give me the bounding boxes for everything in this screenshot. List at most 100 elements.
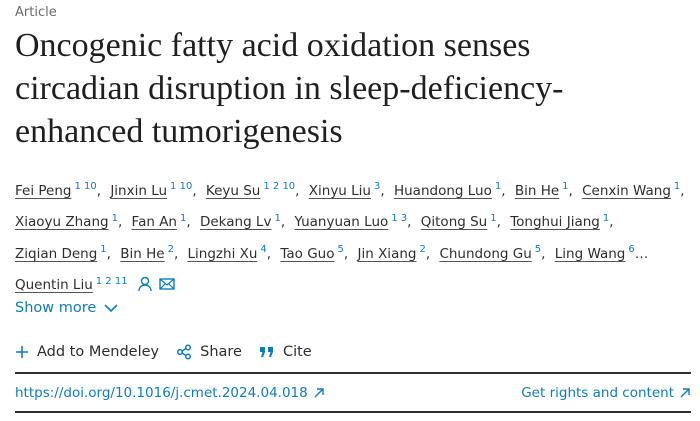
author: Jin Xiang 2, — [357, 244, 435, 262]
rights-text: Get rights and content — [521, 385, 674, 401]
separator: , — [295, 182, 300, 199]
author: Fei Peng 1 10, — [15, 181, 106, 199]
author-name[interactable]: Ziqian Deng — [15, 245, 98, 262]
cite[interactable]: Cite — [259, 344, 312, 360]
affiliation: 1 3 — [391, 212, 408, 224]
author-name[interactable]: Jin Xiang — [357, 245, 417, 262]
separator: , — [496, 214, 501, 230]
authors: Fei Peng 1 10, Jinxin Lu 1 10, Keyu Su 1 2 … — [15, 173, 695, 299]
author-name[interactable]: Xiaoyu Zhang — [15, 214, 109, 230]
action-text: Add to Mendeley — [37, 344, 160, 360]
author-name[interactable]: Keyu Su — [205, 182, 261, 199]
author: Lingzhi Xu 4, — [187, 244, 277, 262]
author-name[interactable]: Dekang Lv — [199, 214, 272, 230]
separator: , — [407, 214, 412, 230]
affiliation: 6 — [628, 244, 635, 255]
author-name[interactable]: Qitong Su — [420, 214, 488, 230]
author: Tao Guo 5, — [280, 244, 353, 262]
author-name[interactable]: Jinxin Lu — [110, 182, 168, 199]
separator: , — [96, 182, 102, 199]
affiliation: 1 — [673, 181, 681, 192]
author-name[interactable]: Bin He — [120, 245, 165, 262]
author-name[interactable]: Fan An — [131, 214, 177, 230]
affiliation: 1 — [274, 212, 281, 224]
quote-icon — [259, 347, 273, 357]
affiliation: 4 — [260, 244, 267, 255]
author: Quentin Liu 1 2 11 — [15, 275, 128, 294]
separator: , — [380, 182, 385, 199]
author-name[interactable]: Cenxin Wang — [582, 182, 671, 199]
action-text: Share — [200, 344, 242, 360]
author-name[interactable]: Tao Guo — [280, 245, 335, 262]
author: Jinxin Lu 1 10, — [110, 181, 201, 199]
separator: , — [501, 182, 506, 199]
doi-link[interactable]: https://doi.org/10.1016/j.cmet.2024.04.0… — [15, 385, 324, 401]
affiliation: 5 — [337, 244, 344, 255]
show-more[interactable]: Show more — [15, 300, 118, 316]
author-name[interactable]: Bin He — [514, 182, 560, 199]
author: Ling Wang 6… — [554, 244, 648, 262]
separator: , — [280, 214, 286, 230]
author-name[interactable]: Lingzhi Xu — [187, 245, 258, 262]
action-text: Cite — [282, 344, 312, 360]
article-label: Article — [15, 5, 57, 20]
author-name[interactable]: Xinyu Liu — [308, 182, 371, 199]
author-name[interactable]: Quentin Liu — [15, 277, 93, 293]
divider — [15, 411, 691, 413]
affiliation: 1 — [494, 181, 502, 192]
separator: , — [117, 214, 123, 230]
affiliation: 2 — [167, 244, 174, 255]
affiliation: 1 2 11 — [95, 275, 128, 287]
separator: , — [106, 245, 111, 262]
title: Oncogenic fatty acid oxidation senses ci… — [15, 27, 564, 150]
author: Huandong Luo 1, — [393, 181, 511, 199]
share[interactable]: Share — [176, 344, 242, 360]
author: Ziqian Deng 1, — [15, 244, 116, 262]
author: Xinyu Liu 3, — [308, 181, 390, 199]
author: Cenxin Wang 1, — [582, 181, 689, 199]
affiliation: 1 — [111, 212, 118, 224]
author: Xiaoyu Zhang 1, — [15, 212, 127, 231]
author: Bin He 1, — [514, 181, 578, 199]
arrow — [680, 388, 690, 398]
author-name[interactable]: Fei Peng — [15, 182, 72, 199]
separator: , — [186, 214, 191, 230]
affiliation: 1 2 10 — [263, 181, 296, 192]
separator: , — [541, 245, 546, 262]
separator: , — [425, 245, 431, 262]
affiliation: 1 — [179, 212, 187, 224]
affiliation: 3 — [374, 181, 381, 192]
rights-link[interactable]: Get rights and content — [521, 385, 690, 401]
share-icon — [177, 344, 192, 360]
author-name[interactable]: Tonghui Jiang — [510, 214, 600, 230]
affiliation: 5 — [534, 244, 542, 255]
contact-icons[interactable] — [137, 276, 178, 292]
separator: , — [609, 214, 614, 230]
affiliation: 1 — [100, 244, 107, 255]
separator: , — [568, 182, 573, 199]
separator: , — [266, 245, 272, 262]
author: Fan An 1, — [131, 212, 196, 231]
divider — [15, 372, 691, 374]
affiliation: 1 — [490, 212, 497, 224]
affiliation: 1 — [602, 212, 610, 224]
author: Qitong Su 1, — [420, 212, 506, 231]
actions: Add to Mendeley Share Cite — [15, 344, 312, 360]
doi-text: https://doi.org/10.1016/j.cmet.2024.04.0… — [15, 385, 308, 401]
author-name[interactable]: Ling Wang — [554, 245, 626, 262]
author: Keyu Su 1 2 10, — [205, 181, 305, 199]
author-name[interactable]: Huandong Luo — [393, 182, 492, 199]
author: Yuanyuan Luo 1 3, — [294, 212, 416, 231]
affiliation: 1 10 — [170, 181, 193, 192]
author: Dekang Lv 1, — [199, 212, 290, 231]
author: Bin He 2, — [120, 244, 183, 262]
author: Chundong Gu 5, — [439, 244, 550, 262]
separator: , — [192, 182, 197, 199]
arrow — [314, 388, 324, 398]
mendeley[interactable]: Add to Mendeley — [15, 344, 159, 360]
author-name[interactable]: Yuanyuan Luo — [294, 214, 389, 230]
separator: , — [680, 182, 685, 199]
affiliation: 1 10 — [74, 181, 97, 192]
author-name[interactable]: Chundong Gu — [439, 245, 532, 262]
